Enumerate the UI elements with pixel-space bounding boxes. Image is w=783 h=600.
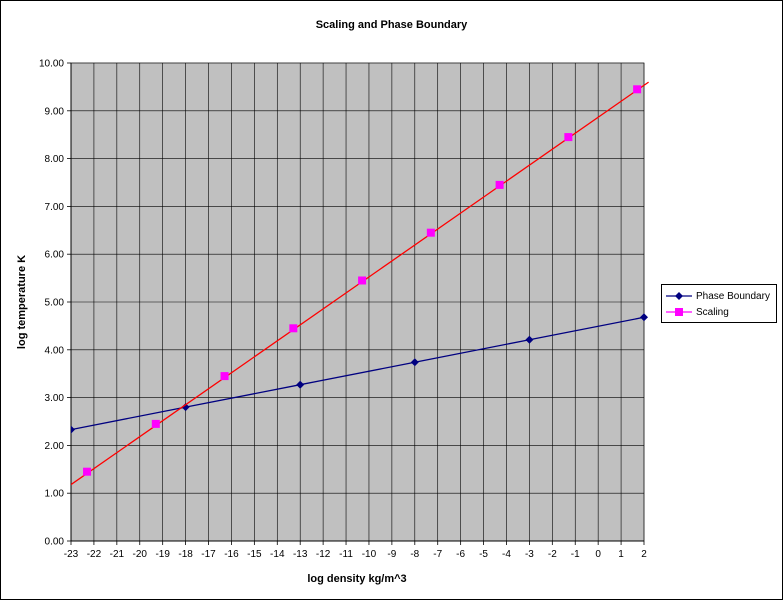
y-tick-label: 8.00 xyxy=(45,154,65,165)
y-tick-label: 9.00 xyxy=(45,106,65,117)
x-tick-label: -11 xyxy=(339,549,353,560)
x-tick-label: -1 xyxy=(571,549,580,560)
x-tick-label: -14 xyxy=(270,549,285,560)
x-tick-label: -15 xyxy=(247,549,262,560)
x-tick-label: -20 xyxy=(133,549,148,560)
legend-label-phase-boundary: Phase Boundary xyxy=(696,290,770,302)
axes xyxy=(67,62,645,545)
x-tick-labels: -23 -22 -21 -20 -19 -18 -17 -16 -15 -14 -13 -12 -11-… xyxy=(64,549,647,560)
x-tick-label: -16 xyxy=(224,549,239,560)
phase-boundary-point xyxy=(525,335,534,344)
x-tick-label: -13 xyxy=(293,549,308,560)
x-tick-label: -12 xyxy=(316,549,331,560)
phase-boundary-point xyxy=(640,313,648,322)
legend: Phase Boundary Scaling xyxy=(661,284,777,323)
y-tick-label: 10.00 xyxy=(39,59,64,70)
x-tick-label: -2 xyxy=(548,549,557,560)
x-tick-label: -7 xyxy=(433,549,442,560)
x-tick-label: -23 xyxy=(64,549,79,560)
chart-title: Scaling and Phase Boundary xyxy=(315,19,468,31)
legend-label-scaling: Scaling xyxy=(696,306,729,318)
legend-item-scaling: Scaling xyxy=(666,305,729,319)
x-tick-label: 2 xyxy=(641,549,647,560)
x-tick-label: -21 xyxy=(110,549,125,560)
scaling-point xyxy=(358,276,367,285)
x-tick-label: -19 xyxy=(155,549,170,560)
x-tick-label: -6 xyxy=(456,549,465,560)
x-tick-label: -22 xyxy=(87,549,102,560)
scaling-point xyxy=(289,324,298,333)
x-tick-label: -3 xyxy=(525,549,534,560)
legend-marker-phase-boundary xyxy=(666,292,692,300)
phase-boundary-point xyxy=(181,403,190,412)
y-tick-label: 0.00 xyxy=(45,537,65,548)
series-phase-boundary-line xyxy=(71,316,645,431)
scaling-point xyxy=(564,133,573,142)
x-tick-label: 0 xyxy=(595,549,601,560)
y-tick-label: 4.00 xyxy=(45,345,65,356)
scaling-point xyxy=(83,467,92,476)
y-tick-label: 1.00 xyxy=(45,489,65,500)
x-tick-label: -18 xyxy=(178,549,193,560)
x-tick-label: -17 xyxy=(201,549,216,560)
y-tick-label: 6.00 xyxy=(45,250,65,261)
x-tick-label: -5 xyxy=(479,549,488,560)
legend-item-phase-boundary: Phase Boundary xyxy=(666,289,770,303)
y-tick-label: 7.00 xyxy=(45,202,65,213)
scaling-point xyxy=(426,228,435,237)
scaling-point xyxy=(220,372,229,381)
phase-boundary-point xyxy=(296,380,305,389)
y-tick-label: 2.00 xyxy=(45,441,65,452)
y-tick-label: 5.00 xyxy=(45,298,65,309)
scaling-point xyxy=(633,85,642,94)
y-tick-labels: 0.00 1.00 2.00 3.00 4.00 5.00 6.00 7.00 8.00 9.00… xyxy=(39,59,64,548)
x-tick-label: -8 xyxy=(410,549,419,560)
x-tick-label: -10 xyxy=(362,549,377,560)
phase-boundary-point xyxy=(71,425,75,434)
x-axis-label: log density kg/m^3 xyxy=(307,573,407,585)
series-layer xyxy=(71,81,649,486)
scaling-point xyxy=(151,419,160,428)
legend-marker-scaling xyxy=(666,308,692,316)
scaling-point xyxy=(495,180,504,189)
y-tick-label: 3.00 xyxy=(45,393,65,404)
phase-boundary-point xyxy=(410,358,419,367)
x-tick-label: -4 xyxy=(502,549,511,560)
x-tick-label: 1 xyxy=(618,549,624,560)
x-tick-label: -9 xyxy=(387,549,396,560)
